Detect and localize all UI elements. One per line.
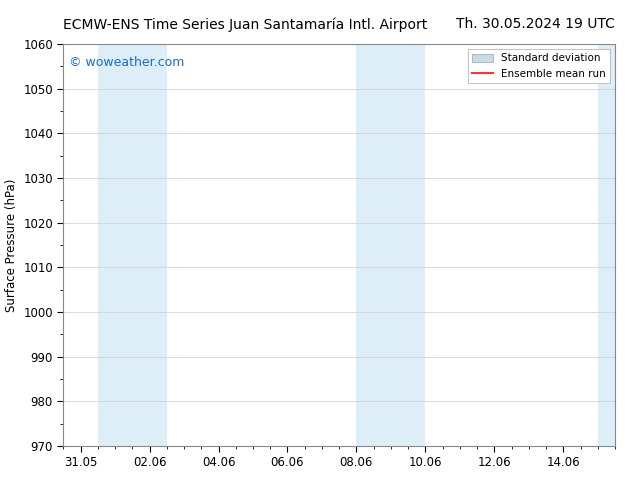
Text: © woweather.com: © woweather.com — [69, 56, 184, 69]
Bar — [356, 44, 425, 446]
Y-axis label: Surface Pressure (hPa): Surface Pressure (hPa) — [4, 178, 18, 312]
Bar — [98, 44, 167, 446]
Text: ECMW-ENS Time Series Juan Santamaría Intl. Airport: ECMW-ENS Time Series Juan Santamaría Int… — [63, 17, 428, 32]
Text: Th. 30.05.2024 19 UTC: Th. 30.05.2024 19 UTC — [456, 17, 615, 31]
Bar — [598, 44, 615, 446]
Legend: Standard deviation, Ensemble mean run: Standard deviation, Ensemble mean run — [467, 49, 610, 83]
